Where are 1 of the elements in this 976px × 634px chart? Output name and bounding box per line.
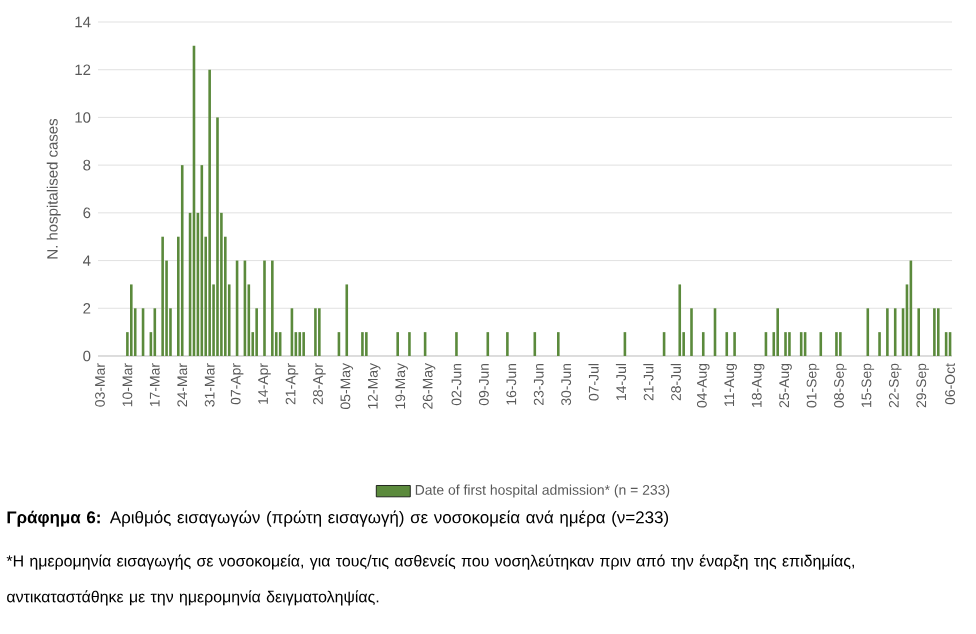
text: Γράφημα 6: Αριθμός εισαγωγών (πρώτη εισαγωγή) σε νοσοκομεία ανά ημέρα (ν=233): [7, 510, 669, 527]
